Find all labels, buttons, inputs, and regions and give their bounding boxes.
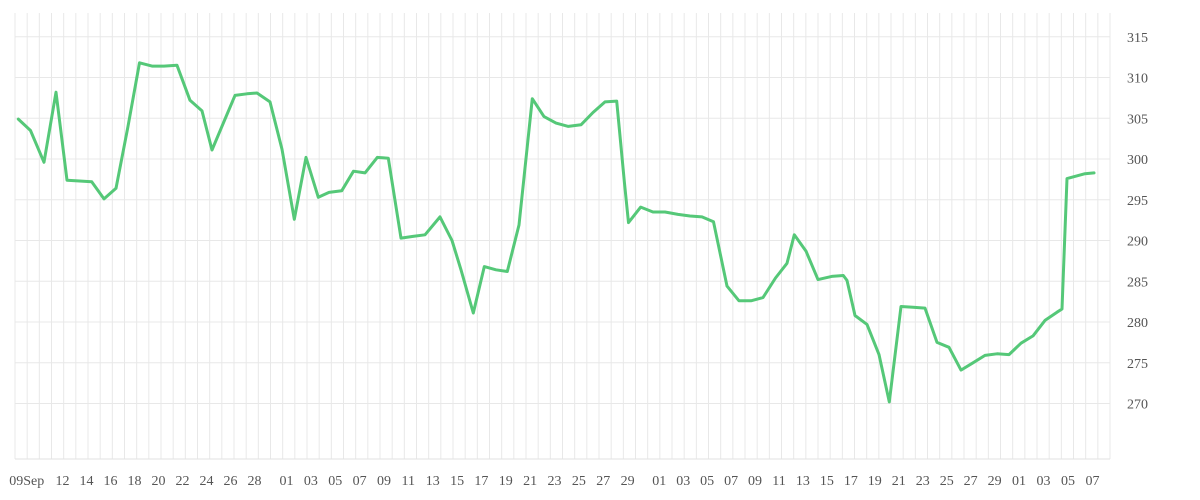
x-tick-label: 03 bbox=[676, 474, 690, 489]
y-tick-label: 305 bbox=[1127, 112, 1148, 127]
x-tick-label: 26 bbox=[224, 474, 238, 489]
x-tick-label: 03 bbox=[304, 474, 318, 489]
x-tick-label: 13 bbox=[796, 474, 810, 489]
x-tick-label: 28 bbox=[248, 474, 262, 489]
y-tick-label: 290 bbox=[1127, 235, 1148, 250]
x-tick-label: 23 bbox=[916, 474, 930, 489]
x-tick-label: 21 bbox=[892, 474, 906, 489]
x-tick-label: 01 bbox=[280, 474, 294, 489]
y-tick-label: 310 bbox=[1127, 72, 1148, 87]
x-tick-label: 16 bbox=[104, 474, 118, 489]
x-tick-label: 27 bbox=[964, 474, 978, 489]
x-tick-label: 12 bbox=[56, 474, 70, 489]
x-tick-label: 11 bbox=[402, 474, 415, 489]
y-tick-label: 285 bbox=[1127, 275, 1148, 290]
x-tick-label: 19 bbox=[868, 474, 882, 489]
y-axis-labels: 270 275 280 285 290 295 300 305 310 315 bbox=[1127, 31, 1148, 413]
x-tick-label: 27 bbox=[596, 474, 610, 489]
x-tick-label: 01 bbox=[652, 474, 666, 489]
x-tick-label: 03 bbox=[1037, 474, 1051, 489]
y-tick-label: 315 bbox=[1127, 31, 1148, 46]
grid-horizontal-lines bbox=[15, 36, 1110, 404]
x-tick-label: 17 bbox=[474, 474, 488, 489]
x-tick-label: 25 bbox=[572, 474, 586, 489]
x-tick-label: 17 bbox=[844, 474, 858, 489]
x-tick-label: 01 bbox=[1012, 474, 1026, 489]
x-tick-label: 05 bbox=[328, 474, 342, 489]
x-tick-label: 22 bbox=[176, 474, 190, 489]
x-tick-label: 09 bbox=[377, 474, 391, 489]
x-tick-label: 29 bbox=[621, 474, 635, 489]
x-axis-labels: 09Sep 12 14 16 18 20 22 24 26 28 01 03 05 07 09 11 13 15 1… bbox=[9, 474, 1099, 489]
y-tick-label: 295 bbox=[1127, 194, 1148, 209]
x-tick-label: 09Sep bbox=[9, 474, 44, 489]
x-tick-label: 15 bbox=[450, 474, 464, 489]
price-line-series bbox=[16, 61, 1096, 404]
x-tick-label: 07 bbox=[353, 474, 367, 489]
x-tick-label: 19 bbox=[499, 474, 513, 489]
x-tick-label: 14 bbox=[80, 474, 94, 489]
x-tick-label: 13 bbox=[426, 474, 440, 489]
x-tick-label: 05 bbox=[1061, 474, 1075, 489]
x-tick-label: 29 bbox=[988, 474, 1002, 489]
x-tick-label: 25 bbox=[940, 474, 954, 489]
x-tick-label: 18 bbox=[128, 474, 142, 489]
x-tick-label: 20 bbox=[152, 474, 166, 489]
y-tick-label: 280 bbox=[1127, 316, 1148, 331]
y-tick-label: 275 bbox=[1127, 357, 1148, 372]
grid-vertical-lines bbox=[14, 13, 1111, 459]
x-tick-label: 23 bbox=[548, 474, 562, 489]
x-tick-label: 07 bbox=[1086, 474, 1100, 489]
y-tick-label: 270 bbox=[1127, 398, 1148, 413]
x-tick-label: 21 bbox=[523, 474, 537, 489]
x-tick-label: 11 bbox=[772, 474, 785, 489]
x-tick-label: 15 bbox=[820, 474, 834, 489]
x-tick-label: 09 bbox=[748, 474, 762, 489]
x-tick-label: 07 bbox=[724, 474, 738, 489]
x-tick-label: 05 bbox=[700, 474, 714, 489]
x-tick-label: 24 bbox=[200, 474, 214, 489]
y-tick-label: 300 bbox=[1127, 153, 1148, 168]
